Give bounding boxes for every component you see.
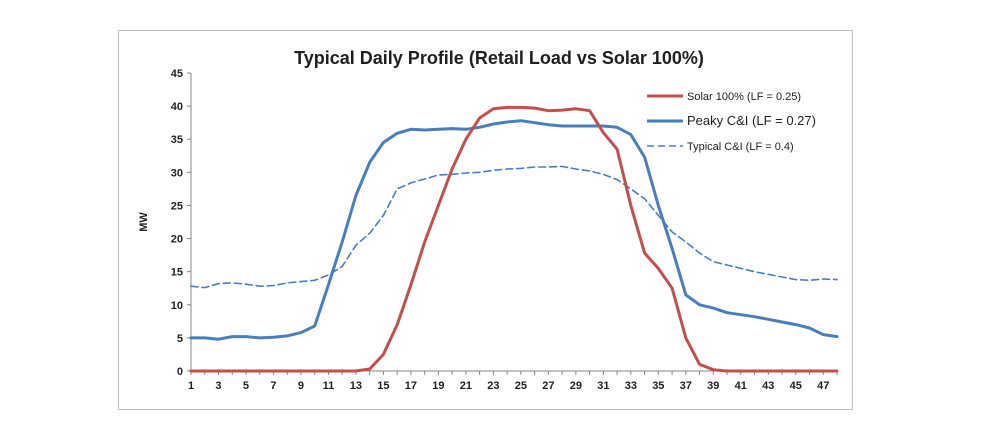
y-tick-label: 20 (171, 234, 183, 246)
series-line-2 (189, 119, 839, 341)
series-line-1 (189, 105, 839, 373)
y-tick-label: 45 (171, 68, 183, 80)
x-tick-label: 29 (570, 380, 582, 392)
x-tick-label: 5 (243, 380, 249, 392)
x-tick-label: 3 (215, 380, 221, 392)
y-tick-label: 25 (171, 200, 183, 212)
line-chart: Typical Daily Profile (Retail Load vs So… (138, 48, 839, 392)
x-tick-label: 1 (188, 380, 194, 392)
x-tick-label: 21 (460, 380, 472, 392)
x-tick-label: 13 (350, 380, 362, 392)
y-tick-label: 0 (177, 366, 183, 378)
x-tick-label: 9 (298, 380, 304, 392)
x-tick-label: 7 (270, 380, 276, 392)
x-tick-label: 17 (405, 380, 417, 392)
y-tick-label: 35 (171, 134, 183, 146)
x-tick-label: 47 (817, 380, 829, 392)
x-tick-label: 37 (680, 380, 692, 392)
y-tick-label: 5 (177, 333, 183, 345)
legend-label-1: Solar 100% (LF = 0.25) (687, 91, 801, 103)
chart-frame: Typical Daily Profile (Retail Load vs So… (118, 30, 853, 410)
x-tick-label: 31 (597, 380, 609, 392)
x-tick-label: 39 (707, 380, 719, 392)
legend-label-3: Typical C&I (LF = 0.4) (687, 141, 794, 153)
y-axis-label: MW (138, 212, 150, 232)
x-tick-label: 41 (735, 380, 747, 392)
x-tick-label: 19 (432, 380, 444, 392)
legend-label-2: Peaky C&I (LF = 0.27) (687, 113, 816, 128)
legend: Solar 100% (LF = 0.25) Peaky C&I (LF = 0.… (647, 91, 816, 153)
series-layer (189, 105, 839, 373)
x-tick-label: 23 (487, 380, 499, 392)
x-tick-label: 11 (323, 380, 335, 392)
x-tick-label: 35 (652, 380, 664, 392)
x-tick-label: 27 (542, 380, 554, 392)
series-line-3 (190, 165, 838, 289)
x-tick-label: 25 (515, 380, 527, 392)
x-tick-label: 15 (377, 380, 389, 392)
chart-title: Typical Daily Profile (Retail Load vs So… (294, 48, 704, 68)
y-tick-label: 30 (171, 167, 183, 179)
x-tick-label: 33 (625, 380, 637, 392)
y-tick-label: 40 (171, 101, 183, 113)
x-tick-label: 43 (762, 380, 774, 392)
y-tick-label: 15 (171, 267, 183, 279)
x-tick-label: 45 (790, 380, 802, 392)
y-tick-label: 10 (171, 300, 183, 312)
